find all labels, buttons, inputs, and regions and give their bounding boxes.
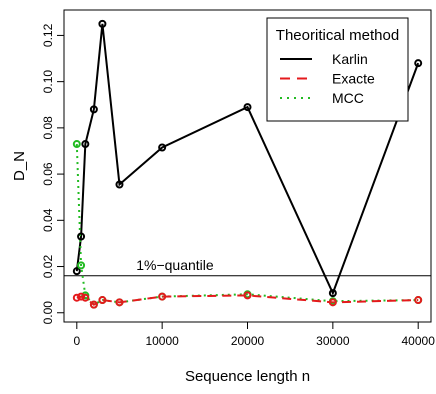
data-point-karlin — [243, 103, 252, 112]
data-point-mcc — [72, 140, 81, 149]
data-point-exacte — [158, 292, 167, 301]
data-point-exacte — [81, 293, 90, 302]
x-tick-label: 20000 — [231, 334, 265, 348]
data-point-exacte — [328, 298, 337, 307]
legend-title: Theoritical method — [276, 27, 399, 44]
y-tick-label: 0.00 — [41, 301, 55, 325]
data-point-karlin — [98, 19, 107, 28]
x-axis-label: Sequence length n — [185, 368, 310, 385]
y-tick-label: 0.06 — [41, 162, 55, 186]
data-point-karlin — [89, 105, 98, 114]
quantile-label: 1%−quantile — [136, 257, 214, 273]
x-tick-label: 40000 — [402, 334, 436, 348]
data-point-exacte — [115, 298, 124, 307]
data-point-karlin — [328, 289, 337, 298]
series-points — [72, 19, 423, 309]
data-point-karlin — [158, 143, 167, 152]
legend-entries: Karlin Exacte MCC — [280, 51, 375, 106]
x-tick-label: 30000 — [316, 334, 350, 348]
series-line-karlin — [75, 23, 420, 296]
x-tick-label: 0 — [73, 334, 80, 348]
legend: Theoritical method Karlin Exacte MCC — [266, 17, 409, 122]
legend-box — [266, 17, 409, 122]
data-point-mcc — [77, 261, 86, 270]
y-axis-label: D_N — [11, 151, 28, 181]
x-axis: 0 10000 20000 30000 40000 — [73, 321, 436, 348]
data-point-karlin — [414, 59, 423, 68]
series-line-mcc — [75, 144, 419, 306]
data-point-exacte — [98, 296, 107, 305]
y-tick-label: 0.02 — [41, 255, 55, 279]
data-point-exacte — [72, 293, 81, 302]
x-tick-label: 10000 — [145, 334, 179, 348]
y-tick-label: 0.04 — [41, 208, 55, 232]
data-point-karlin — [81, 140, 90, 149]
legend-label-exacte: Exacte — [332, 71, 375, 87]
y-tick-label: 0.12 — [41, 23, 55, 47]
data-point-exacte — [243, 291, 252, 300]
legend-label-mcc: MCC — [332, 90, 364, 106]
y-tick-label: 0.10 — [41, 70, 55, 94]
data-point-exacte — [77, 292, 86, 301]
data-point-exacte — [89, 300, 98, 309]
data-point-karlin — [115, 180, 124, 189]
y-tick-label: 0.08 — [41, 116, 55, 140]
data-point-karlin — [77, 232, 86, 241]
reference-lines: 1%−quantile — [64, 257, 431, 277]
y-axis: 0.00 0.02 0.04 0.06 0.08 0.10 0.12 — [41, 23, 65, 325]
data-point-karlin — [72, 267, 81, 276]
legend-label-karlin: Karlin — [332, 51, 368, 67]
data-point-exacte — [414, 296, 423, 305]
